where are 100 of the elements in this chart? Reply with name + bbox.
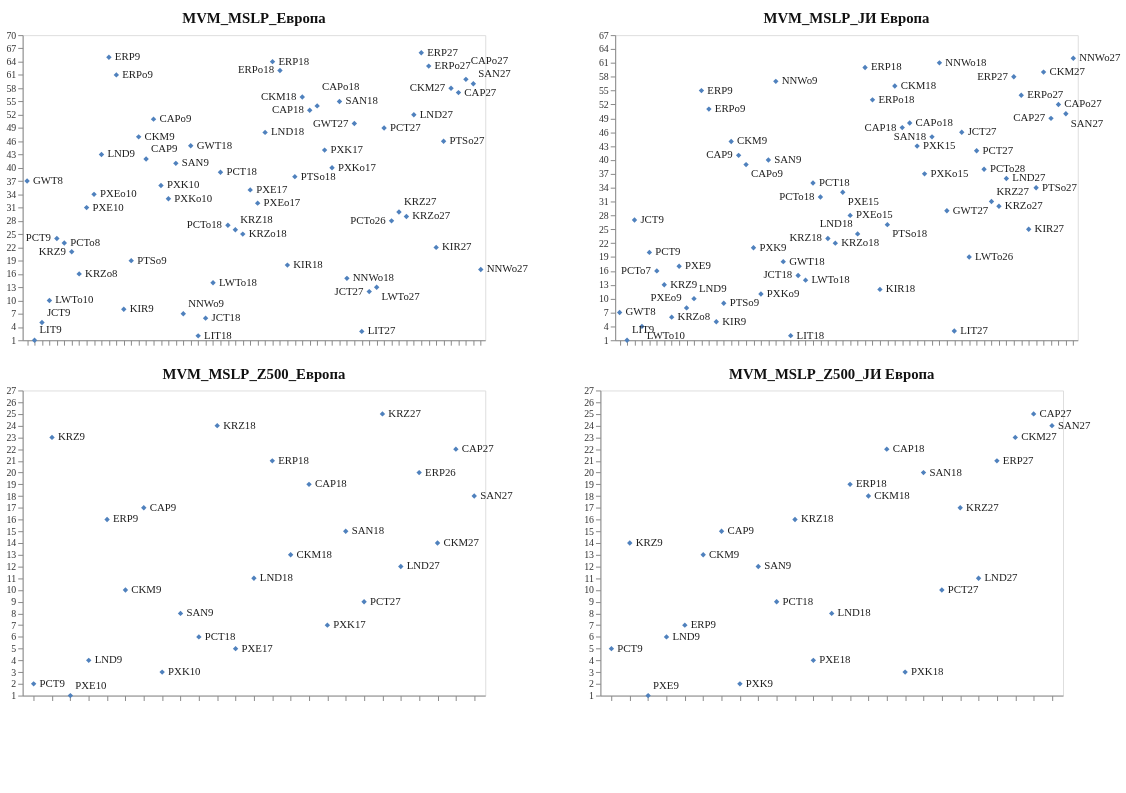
data-label: PTSo9 [729,296,760,309]
data-label: ERP18 [870,60,902,73]
data-label: CAP18 [892,442,925,455]
y-tick-label: 7 [11,619,17,631]
y-tick-label: 20 [6,467,17,479]
data-label: ERP27 [1002,453,1035,466]
data-label: SAN18 [929,465,962,478]
data-label: KRZ27 [966,500,1000,513]
y-tick-label: 12 [6,560,17,572]
data-label: KRZ27 [996,184,1030,197]
data-label: KIR9 [722,314,747,327]
y-tick-label: 52 [598,98,609,110]
data-label: SAN9 [181,156,209,169]
data-label: KRZ9 [635,535,663,548]
point [663,634,670,640]
y-tick-label: 49 [598,112,609,124]
data-label: KRZ27 [403,195,437,208]
y-tick-label: 19 [584,478,595,490]
point [847,481,853,488]
y-tick-label: 28 [6,215,17,227]
data-label: PCT18 [204,629,236,642]
data-label: SAN27 [1070,116,1104,129]
y-tick-label: 3 [589,666,595,678]
data-label: PCT18 [782,594,814,607]
data-label: PCTo26 [350,213,387,226]
point [306,481,312,488]
y-tick-label: 34 [598,182,609,194]
data-label: JCT27 [334,284,364,297]
data-label: PTSo18 [892,227,928,240]
data-label: KIR9 [129,302,154,315]
data-label: KRZo8 [677,310,711,323]
y-tick-label: 2 [11,678,17,690]
data-label: CKM9 [131,582,162,595]
point [773,598,780,605]
y-tick-label: 25 [584,408,595,420]
data-label: LWTo10 [55,293,94,306]
y-tick-label: 15 [584,525,595,537]
data-label: LIT18 [204,328,232,341]
y-tick-label: 4 [603,320,609,332]
y-tick-label: 58 [6,82,17,94]
y-tick-label: 6 [11,631,17,643]
y-tick-label: 12 [584,560,595,572]
data-label: JCT27 [967,125,998,138]
data-label: CKM27 [443,535,480,548]
data-label: LND27 [984,571,1019,584]
data-label: PXE10 [92,200,124,213]
y-tick-label: 5 [11,643,17,655]
y-tick-label: 70 [6,29,17,41]
chart-title: MVM_MSLP_Европа [182,10,327,27]
data-label: PCT9 [25,231,51,244]
y-tick-label: 16 [584,513,595,525]
data-label: PXEo10 [99,187,137,200]
point [30,681,37,687]
y-tick-label: 8 [589,607,595,619]
data-label: PXEo9 [650,291,682,303]
data-label: GWT18 [789,254,825,267]
data-label: PXKo9 [766,286,800,299]
data-label: PCT27 [982,143,1014,156]
data-label: PXK15 [923,139,956,152]
data-label: KRZ9 [57,430,85,443]
point [957,505,963,511]
y-tick-label: 25 [6,228,17,240]
data-label: NNWo18 [352,271,394,284]
y-tick-label: 22 [6,241,17,253]
data-label: SAN9 [764,559,792,572]
data-label: KRZ9 [38,244,66,257]
data-label: NNWo9 [781,74,818,87]
data-label: ERP9 [114,50,141,63]
y-tick-label: 37 [6,175,17,187]
y-tick-label: 13 [598,279,609,291]
data-label: PXK9 [759,240,787,253]
data-label: LND9 [94,653,123,666]
y-tick-label: 21 [6,455,17,467]
y-tick-label: 67 [598,29,609,41]
data-label: ERP18 [278,54,310,67]
y-tick-label: 22 [584,443,595,455]
y-tick-label: 40 [598,154,609,166]
y-tick-label: 23 [584,431,595,443]
data-label: KRZ18 [223,418,256,431]
data-label: KIR18 [293,258,323,271]
chart-title: MVM_MSLP_Z500_ЈИ Европа [729,365,935,382]
data-label: PXK17 [333,618,367,631]
y-tick-label: 31 [6,202,17,214]
y-tick-label: 67 [6,42,17,54]
data-label: SAN18 [345,94,378,107]
data-label: GWT8 [625,305,656,318]
data-label: KRZo18 [841,236,880,249]
data-label: LND18 [259,571,293,584]
point [361,598,367,605]
y-tick-label: 55 [6,95,17,107]
data-label: PXE15 [847,195,879,208]
data-label: PCTo8 [70,235,101,248]
point [214,422,220,429]
data-label: CKM27 [1021,430,1058,443]
y-tick-label: 16 [6,268,17,280]
y-tick-label: 61 [6,69,17,81]
data-label: PXE9 [685,259,711,272]
y-tick-label: 19 [598,251,609,263]
y-tick-label: 5 [589,643,595,655]
data-label: SAN27 [478,66,512,79]
